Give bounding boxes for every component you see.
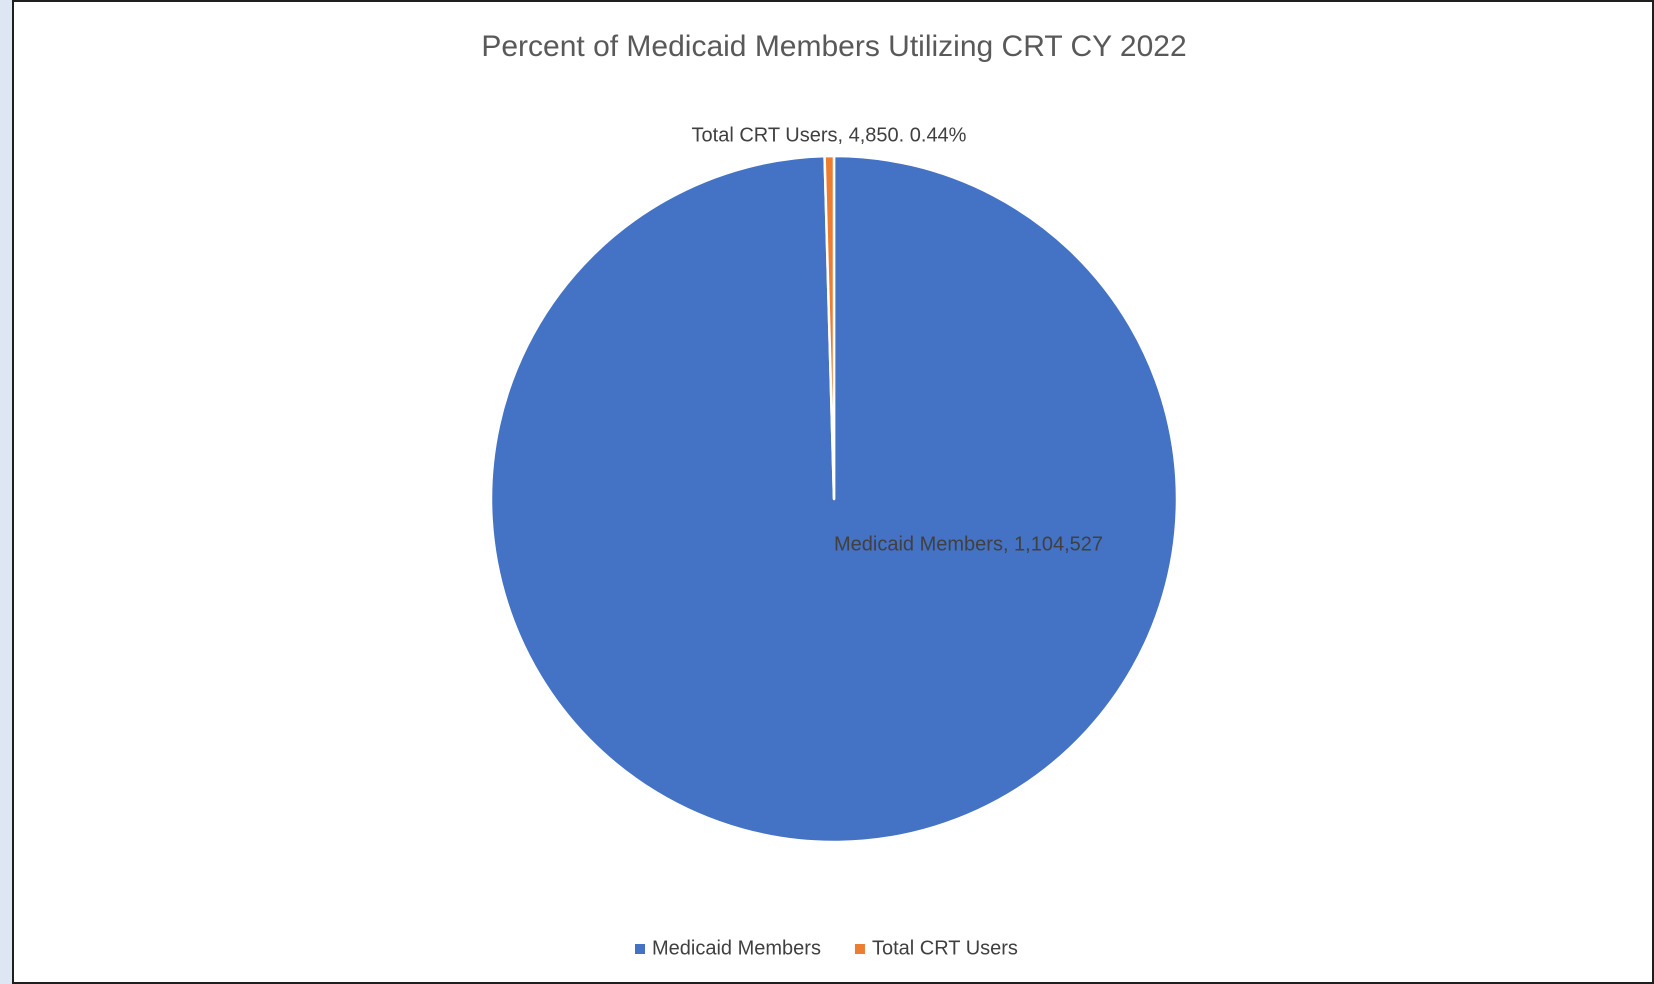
legend-swatch (854, 944, 865, 954)
chart-title: Percent of Medicaid Members Utilizing CR… (481, 30, 1186, 63)
legend-label: Total CRT Users (872, 937, 1018, 959)
legend-label: Medicaid Members (652, 937, 821, 959)
pie-slice (823, 154, 836, 501)
legend-swatch (635, 944, 645, 954)
data-label: Total CRT Users, 4,850. 0.44% (692, 124, 967, 146)
data-label: Medicaid Members, 1,104,527 (834, 533, 1103, 555)
